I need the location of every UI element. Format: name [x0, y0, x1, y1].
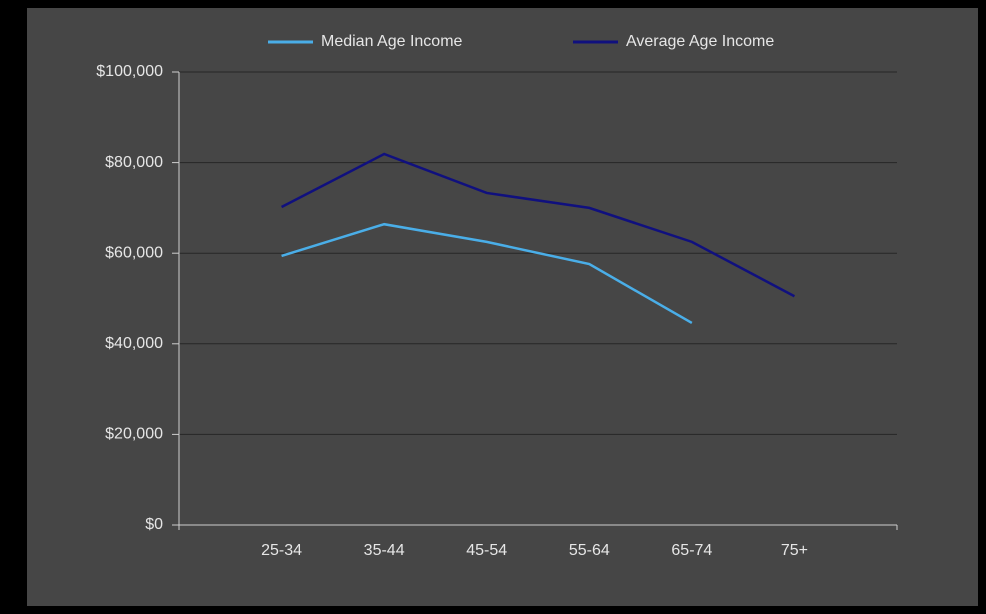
y-tick-label: $60,000 — [105, 244, 163, 261]
x-tick-label: 55-64 — [569, 542, 610, 559]
y-tick-label: $80,000 — [105, 154, 163, 171]
y-tick-label: $40,000 — [105, 335, 163, 352]
x-tick-label: 75+ — [781, 542, 808, 559]
series-line — [281, 222, 693, 325]
x-tick-label: 45-54 — [466, 542, 507, 559]
series-line — [280, 152, 796, 298]
panel — [27, 8, 978, 606]
x-tick-label: 25-34 — [261, 542, 302, 559]
y-tick-label: $100,000 — [96, 63, 163, 80]
y-tick-label: $0 — [145, 516, 163, 533]
y-tick-label: $20,000 — [105, 426, 163, 443]
x-tick-label: 35-44 — [364, 542, 405, 559]
legend-label: Median Age Income — [321, 33, 463, 50]
x-tick-label: 65-74 — [671, 542, 712, 559]
legend-label: Average Age Income — [626, 33, 774, 50]
